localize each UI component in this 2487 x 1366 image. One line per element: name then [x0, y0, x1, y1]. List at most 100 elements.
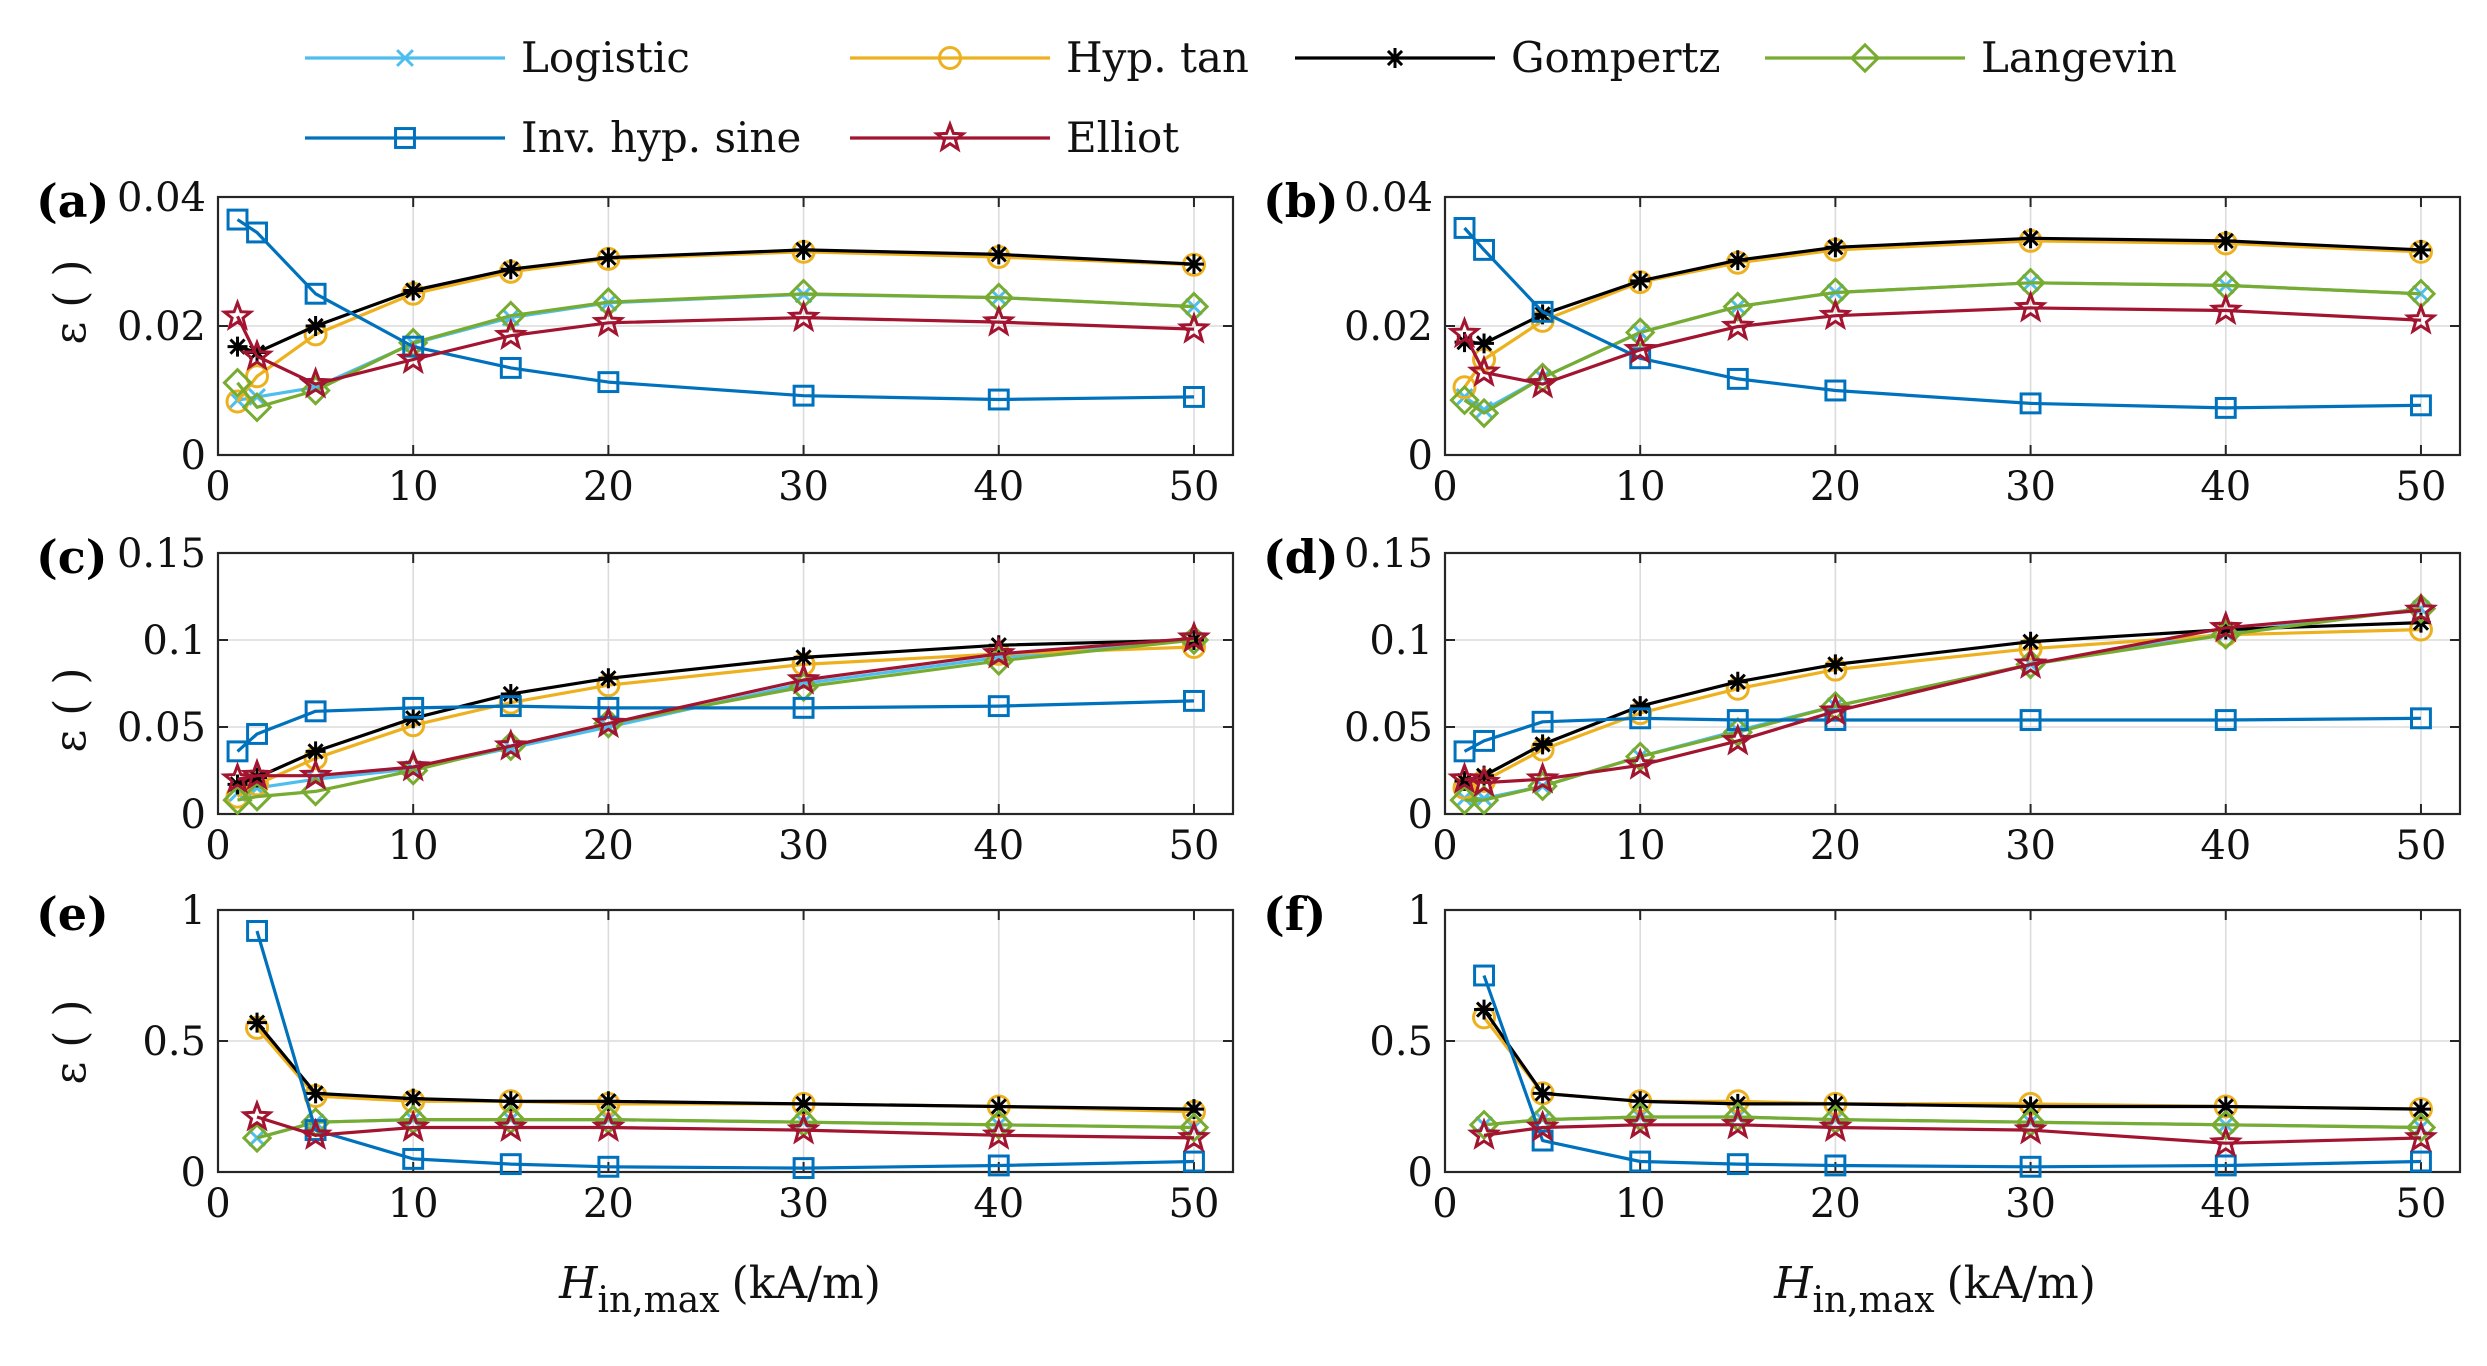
x-axis-title-unit: (kA/m): [1947, 1258, 2096, 1309]
legend-label: Langevin: [1981, 33, 2177, 82]
series-line: [1464, 608, 2422, 785]
data-point: [2013, 1112, 2048, 1145]
y-tick-label: 0: [181, 1150, 206, 1196]
data-point: [298, 1117, 333, 1150]
data-point: [1474, 765, 1495, 786]
data-point: [1176, 1120, 1211, 1153]
panel-label: (d): [1263, 530, 1339, 584]
data-point: [786, 299, 821, 333]
y-tick-label: 1: [1408, 888, 1433, 934]
data-point: [2020, 631, 2041, 652]
x-tick-label: 20: [583, 464, 634, 510]
x-tick-label: 40: [973, 1181, 1024, 1227]
plot-area: [1443, 551, 2462, 816]
data-point: [981, 304, 1016, 337]
pentagram-icon: [932, 120, 968, 153]
data-point: [988, 1096, 1009, 1117]
data-point: [304, 282, 327, 305]
data-point: [1183, 1150, 1205, 1173]
data-point: [793, 647, 814, 668]
x-tick-label: 0: [205, 823, 230, 869]
panel-a: 0 10 20 30 40 50 0 0.02 0.04(a): [36, 174, 1235, 510]
data-point: [245, 364, 270, 389]
y-tick-label: 0.04: [1344, 175, 1433, 221]
data-point: [792, 384, 815, 407]
data-point: [792, 696, 815, 719]
series-line: [1463, 306, 2422, 386]
data-point: [298, 757, 333, 791]
panel-c: 0 10 20 30 40 50 0 0.05 0.1 0.15(c): [36, 530, 1235, 869]
data-point: [500, 259, 521, 280]
series-line: [1463, 281, 2422, 415]
x-axis-title-unit: (kA/m): [732, 1258, 881, 1309]
data-point: [493, 728, 528, 761]
x-tick-label: 40: [2200, 464, 2251, 510]
y-axis-title-row1: ε ( ): [45, 259, 96, 344]
x-tick-label: 30: [2005, 464, 2056, 510]
legend: Logistic Hyp. tan Gompertz Langevin Inv. hyp…: [305, 33, 2177, 162]
data-point: [1183, 689, 1205, 712]
data-point: [2410, 239, 2431, 260]
series-line: [236, 699, 1195, 753]
data-point: [247, 767, 268, 788]
x-tick-label: 40: [2200, 1181, 2251, 1227]
series-line: [237, 292, 1195, 402]
y-tick-label: 0.1: [1369, 618, 1433, 664]
series-hyp-tan: [225, 634, 1206, 809]
data-point: [591, 1109, 626, 1142]
data-point: [1467, 354, 1502, 387]
data-point: [2013, 646, 2048, 679]
legend-item-elliot: Elliot: [850, 113, 1179, 162]
data-point: [987, 1154, 1010, 1177]
data-point: [1183, 254, 1204, 275]
data-point: [1531, 710, 1554, 733]
series-line: [1464, 607, 2422, 802]
series-elliot: [1447, 290, 2438, 399]
data-point: [793, 239, 814, 260]
series-line: [1482, 974, 2422, 1169]
legend-label: Hyp. tan: [1066, 33, 1249, 82]
x-tick-label: 0: [205, 1181, 230, 1227]
y-tick-label: 0: [181, 433, 206, 479]
y-tick-label: 0: [1408, 792, 1433, 838]
data-point: [246, 221, 268, 244]
x-tick-label: 20: [583, 823, 634, 869]
data-point: [2019, 1155, 2042, 1178]
data-point: [1454, 770, 1475, 791]
legend-item-logistic: Logistic: [305, 33, 690, 82]
y-tick-label: 0.1: [142, 618, 206, 664]
data-point: [240, 1099, 275, 1132]
data-point: [597, 371, 620, 394]
data-point: [240, 338, 275, 371]
data-point: [1449, 384, 1480, 416]
data-point: [1818, 1109, 1853, 1142]
data-point: [495, 300, 527, 331]
data-point: [2013, 290, 2048, 323]
panel-d: 0 10 20 30 40 50 0 0.05 0.1 0.15(d): [1263, 530, 2462, 869]
data-point: [2019, 392, 2042, 415]
series-line: [236, 645, 1195, 798]
x-tick-label: 10: [1615, 823, 1666, 869]
series-langevin: [222, 624, 1210, 816]
data-point: [500, 1091, 521, 1112]
data-point: [1453, 217, 1476, 239]
data-point: [1447, 761, 1482, 794]
y-tick-label: 0: [181, 792, 206, 838]
data-point: [1720, 723, 1755, 756]
y-tick-label: 0.5: [1369, 1019, 1433, 1065]
data-point: [1525, 366, 1560, 399]
data-point: [1727, 250, 1748, 271]
data-point: [241, 1122, 273, 1154]
data-point: [1623, 1106, 1658, 1140]
data-point: [247, 342, 268, 363]
x-tick-label: 50: [1169, 1181, 1220, 1227]
data-point: [402, 1147, 425, 1170]
data-point: [1720, 308, 1755, 342]
x-axis-title-sub: in,max: [1813, 1280, 1935, 1321]
x-tick-label: 10: [388, 464, 439, 510]
x-tick-label: 30: [778, 464, 829, 510]
x-tick-label: 30: [778, 1181, 829, 1227]
data-point: [987, 695, 1010, 718]
series-logistic: [1455, 599, 2430, 808]
y-tick-label: 0.5: [142, 1019, 206, 1065]
